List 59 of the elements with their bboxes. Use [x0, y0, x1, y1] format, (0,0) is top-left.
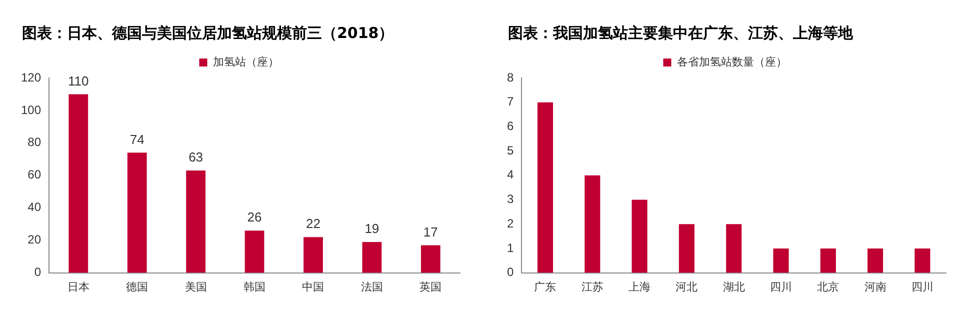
y-tick-label: 8: [506, 70, 514, 84]
x-tick-label: 中国: [302, 280, 324, 294]
bar: [914, 248, 930, 273]
y-tick-label: 7: [506, 94, 514, 109]
y-tick-label: 100: [20, 102, 42, 117]
bar: [726, 224, 742, 273]
x-tick-label: 英国: [420, 280, 442, 294]
data-label: 22: [306, 216, 320, 232]
bar: [584, 175, 600, 273]
y-tick-label: 20: [28, 232, 42, 247]
y-tick-label: 2: [506, 216, 514, 230]
data-label: 17: [423, 224, 438, 240]
x-tick-label: 河南: [864, 280, 886, 294]
y-tick-label: 0: [506, 265, 514, 280]
chart-title: 图表：日本、德国与美国位居加氢站规模前三（2018）: [22, 24, 395, 43]
x-tick-label: 江苏: [581, 280, 604, 294]
chart-title: 图表：我国加氢站主要集中在广东、江苏、上海等地: [508, 24, 854, 43]
y-tick-label: 120: [20, 70, 42, 84]
bar: [820, 248, 836, 273]
bar: [68, 94, 88, 273]
y-tick-label: 3: [506, 192, 514, 206]
bar: [244, 230, 264, 273]
x-tick-label: 韩国: [244, 280, 266, 294]
bar: [632, 200, 648, 273]
x-tick-label: 法国: [360, 280, 383, 294]
x-tick-label: 河北: [676, 280, 698, 294]
bar: [362, 242, 382, 273]
x-tick-label: 北京: [817, 280, 840, 294]
x-tick-label: 美国: [184, 280, 207, 294]
y-tick-label: 40: [28, 200, 42, 214]
legend-label: 各省加氢站数量（座）: [676, 55, 787, 68]
bar: [186, 170, 206, 273]
x-tick-label: 日本: [67, 280, 90, 294]
data-label: 19: [364, 221, 380, 236]
y-tick-label: 60: [28, 168, 42, 182]
bar: [304, 237, 323, 273]
x-tick-label: 四川: [770, 280, 792, 294]
y-tick-label: 1: [506, 240, 514, 255]
y-tick-label: 6: [506, 119, 514, 134]
x-tick-label: 上海: [628, 280, 651, 294]
bar: [127, 152, 147, 273]
y-tick-label: 4: [506, 168, 514, 182]
data-label: 110: [68, 73, 89, 88]
bar: [773, 248, 789, 273]
bar: [537, 102, 554, 273]
x-tick-label: 湖北: [722, 280, 745, 294]
bar: [420, 245, 440, 273]
x-tick-label: 广东: [534, 280, 556, 294]
y-tick-label: 5: [506, 143, 514, 158]
data-label: 63: [188, 150, 204, 165]
bar: [678, 224, 694, 273]
data-label: 26: [247, 210, 262, 225]
x-tick-label: 德国: [126, 280, 148, 294]
bar: [868, 248, 884, 273]
y-tick-label: 0: [34, 265, 42, 280]
y-tick-label: 80: [28, 135, 42, 150]
legend-label: 加氢站（座）: [212, 55, 279, 68]
x-tick-label: 四川: [911, 280, 934, 294]
data-label: 74: [130, 132, 144, 147]
